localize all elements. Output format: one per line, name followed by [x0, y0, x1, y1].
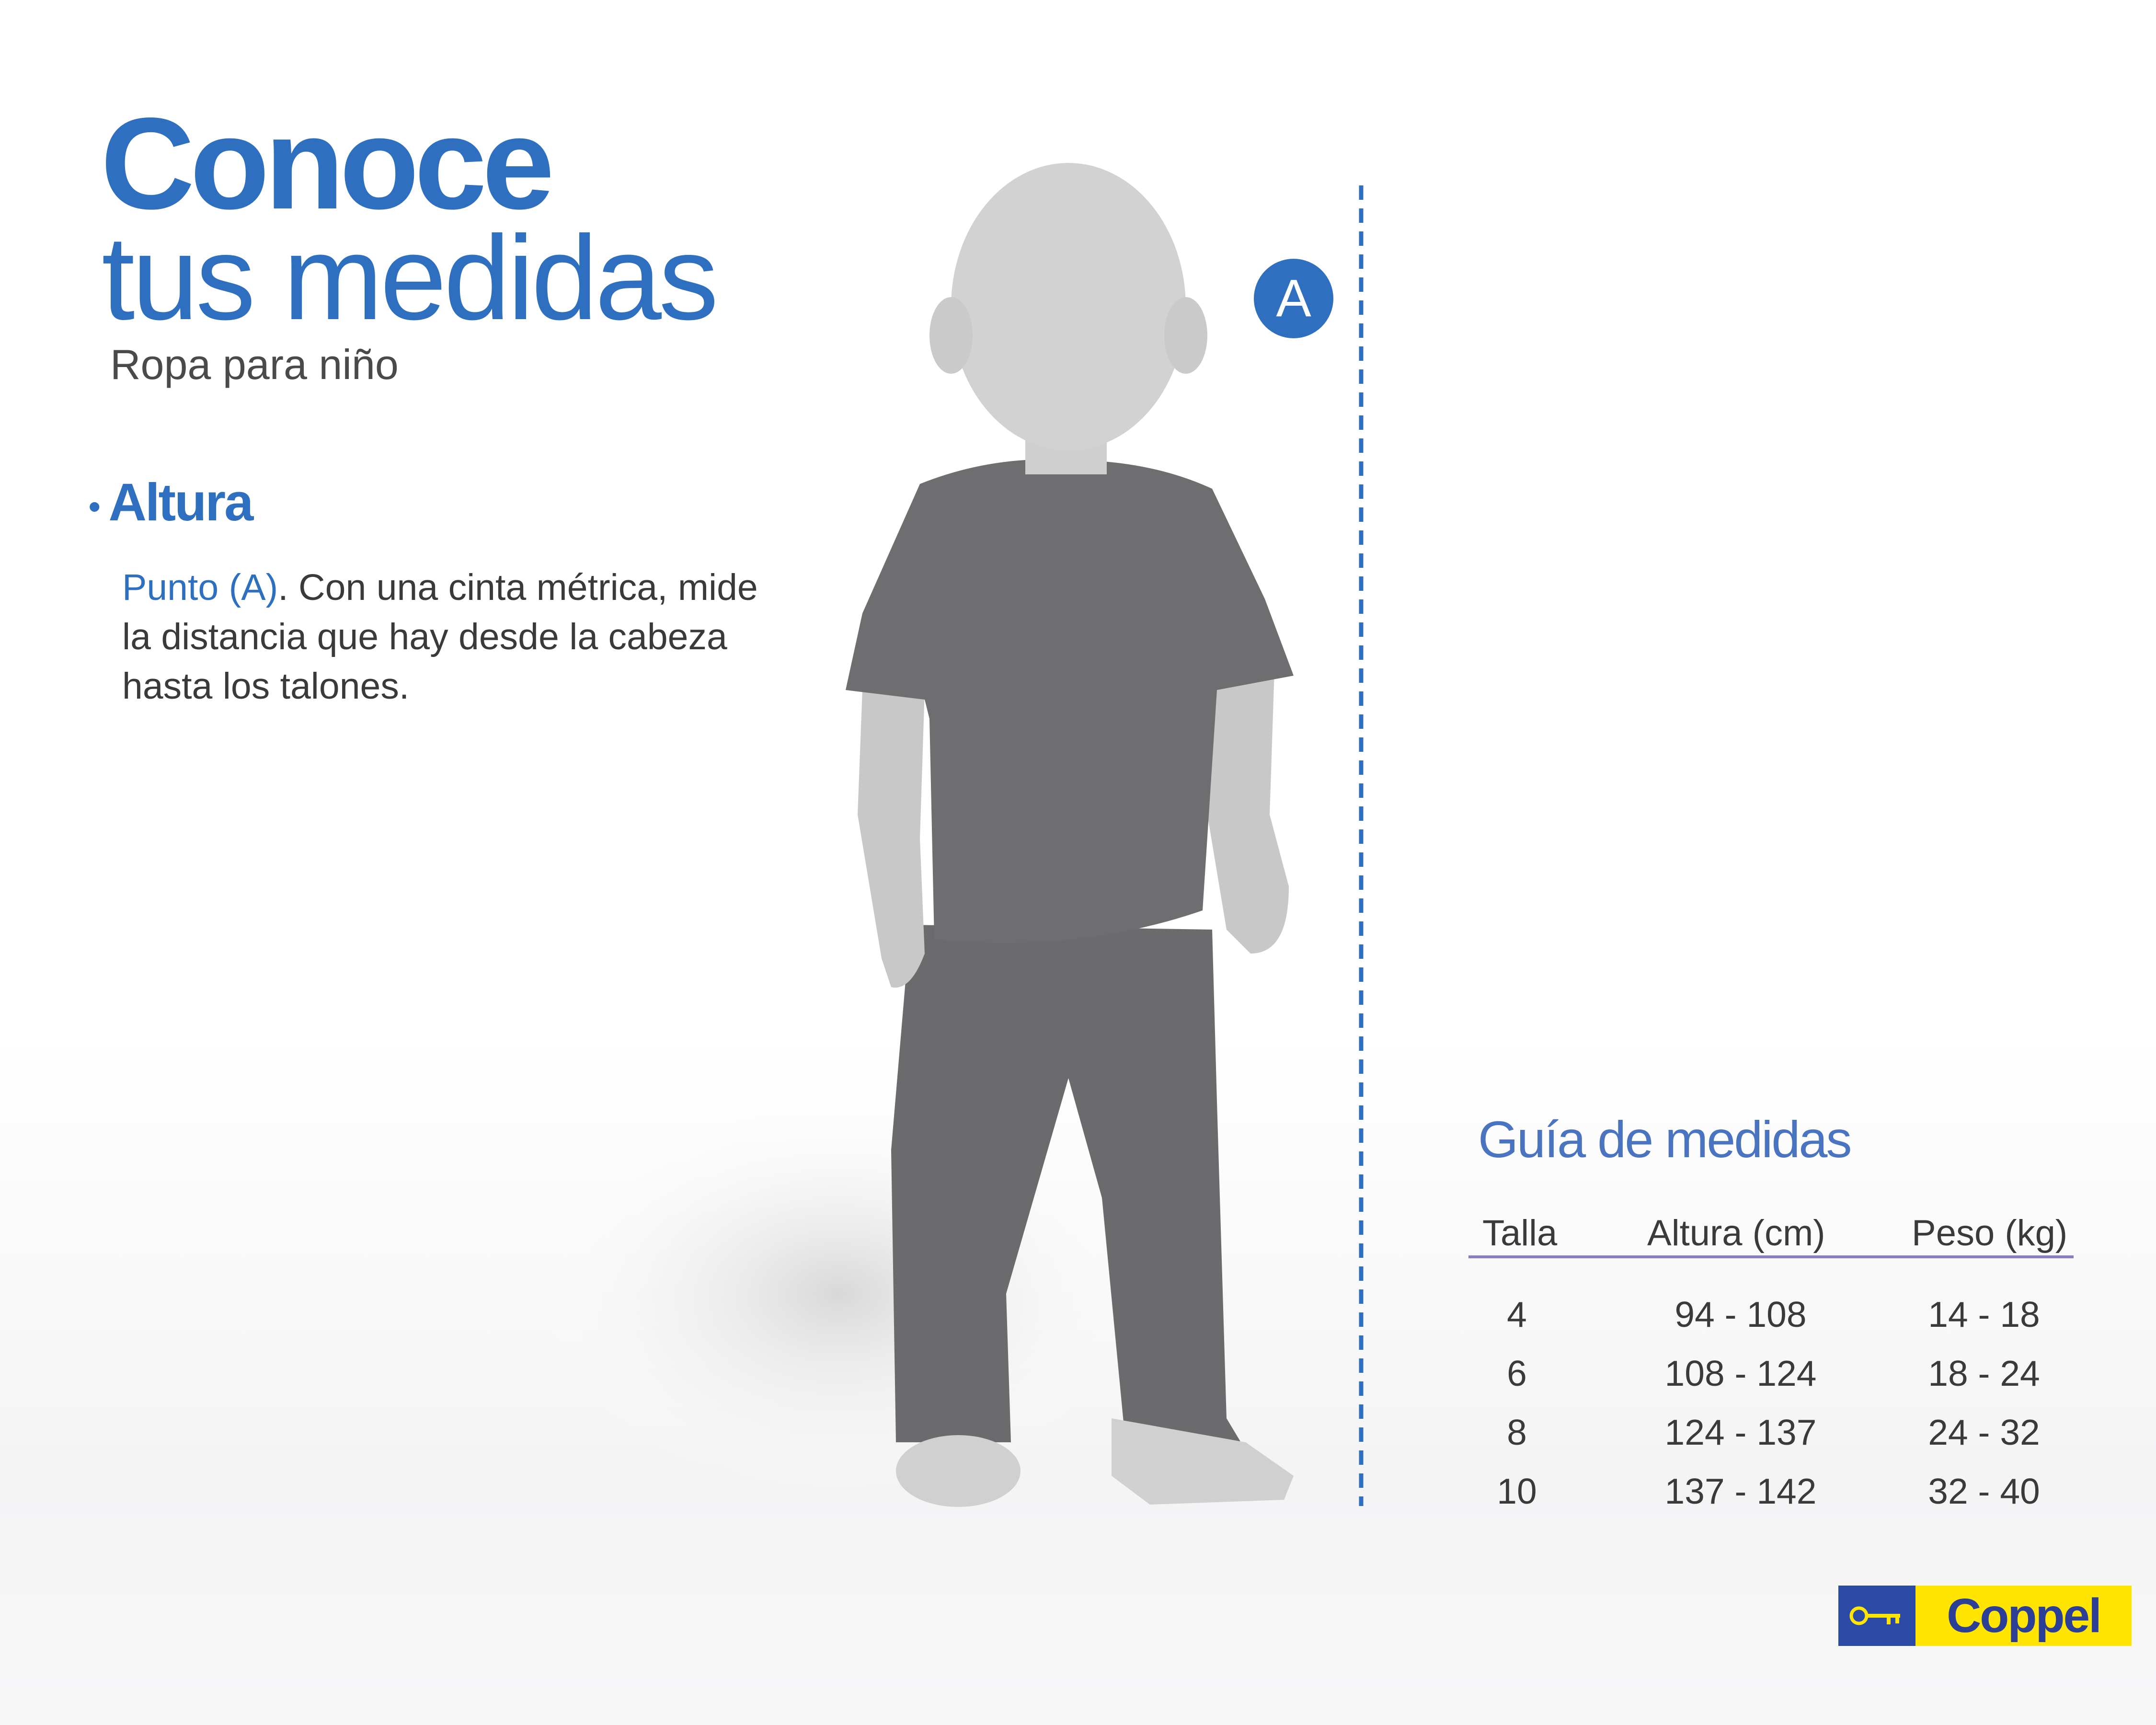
- shirt: [846, 459, 1294, 943]
- title-line-1: Conoce: [101, 91, 554, 236]
- column-header-weight: Peso (kg): [1912, 1213, 2068, 1254]
- section-heading: • Altura: [89, 472, 254, 533]
- floor-shadow: [527, 1092, 1150, 1495]
- cell-size: 10: [1497, 1471, 1537, 1511]
- cell-size: 4: [1507, 1294, 1527, 1334]
- right-arm: [1207, 671, 1289, 954]
- point-label: Punto (A): [122, 567, 278, 608]
- cell-height: 124 - 137: [1664, 1412, 1817, 1452]
- right-ear: [1164, 297, 1207, 374]
- subtitle: Ropa para niño: [110, 341, 399, 388]
- point-a-marker: A: [1254, 259, 1333, 338]
- cell-height: 94 - 108: [1674, 1294, 1807, 1334]
- right-shoe: [1112, 1418, 1294, 1505]
- key-icon: [1838, 1586, 1915, 1646]
- instructions: Punto (A). Con una cinta métrica, mide l…: [122, 563, 769, 711]
- cell-weight: 32 - 40: [1928, 1471, 2040, 1511]
- head: [951, 163, 1186, 450]
- bullet-icon: •: [89, 487, 100, 525]
- title-line-2: tus medidas: [102, 211, 719, 345]
- cell-size: 6: [1507, 1353, 1527, 1393]
- pants: [891, 925, 1241, 1447]
- section-heading-text: Altura: [108, 473, 254, 532]
- left-shoe: [896, 1435, 1021, 1507]
- cell-weight: 14 - 18: [1928, 1294, 2040, 1334]
- cell-size: 8: [1507, 1412, 1527, 1452]
- left-arm: [858, 690, 925, 988]
- cell-height: 137 - 142: [1664, 1471, 1817, 1511]
- cell-weight: 24 - 32: [1928, 1412, 2040, 1452]
- header-divider: [1468, 1255, 2074, 1258]
- cell-weight: 18 - 24: [1928, 1353, 2040, 1393]
- instructions-text: . Con una cinta métrica, mide la distanc…: [122, 567, 758, 707]
- column-header-height: Altura (cm): [1647, 1213, 1825, 1254]
- size-guide-title: Guía de medidas: [1478, 1110, 1852, 1168]
- coppel-logo: Coppel: [1838, 1586, 2132, 1646]
- left-ear: [929, 297, 973, 374]
- column-header-size: Talla: [1482, 1213, 1558, 1254]
- logo-text: Coppel: [1915, 1586, 2132, 1646]
- cell-height: 108 - 124: [1664, 1353, 1817, 1393]
